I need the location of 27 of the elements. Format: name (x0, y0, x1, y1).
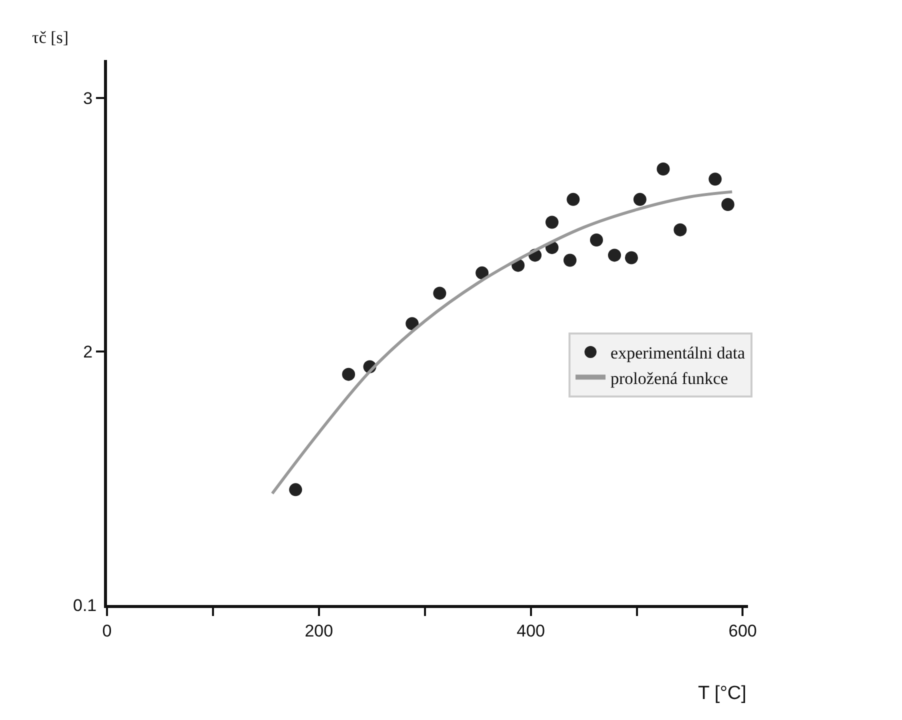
point (674, 223, 687, 236)
point (289, 483, 302, 496)
point (406, 317, 419, 330)
point (564, 254, 576, 267)
x-tick-label: 600 (728, 621, 757, 640)
x-tick-label: 200 (304, 621, 334, 640)
legend-label: experimentálni data (610, 344, 746, 363)
point (633, 192, 646, 206)
y-axis-title: τč [s] (32, 28, 69, 47)
x-tick-label: 0 (102, 621, 112, 640)
point (590, 233, 603, 246)
x-axis-title: T [°C] (698, 683, 746, 704)
point (708, 172, 722, 186)
legend-label: proložená funkce (610, 368, 728, 388)
y-tick-label: 3 (83, 88, 93, 108)
point (476, 266, 489, 280)
y-tick-label: 2 (83, 342, 93, 362)
point (656, 162, 670, 176)
x-tick-label: 400 (516, 621, 545, 640)
point (433, 286, 446, 300)
point (624, 251, 638, 264)
point (342, 368, 356, 381)
point (721, 198, 734, 211)
point (608, 248, 621, 262)
text: 0.1 (73, 596, 97, 615)
point (566, 192, 580, 206)
point (545, 216, 558, 229)
